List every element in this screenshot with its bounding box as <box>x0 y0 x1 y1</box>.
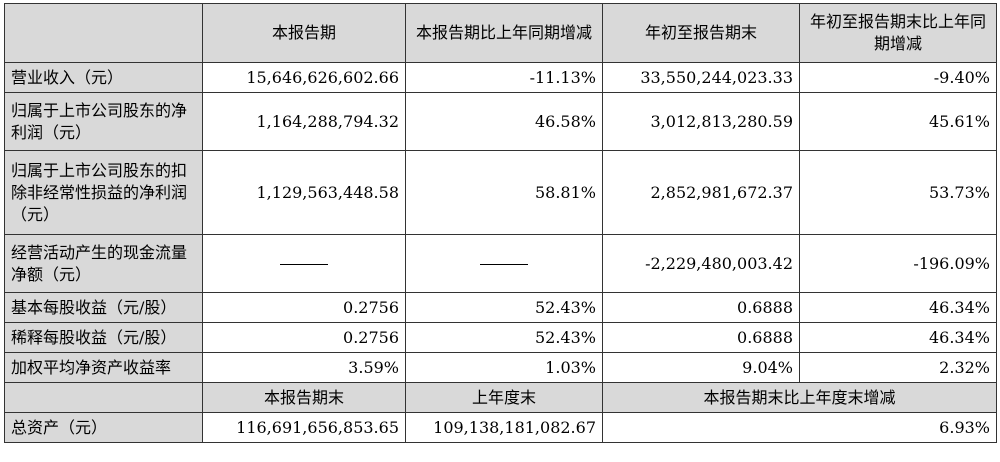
cell-not-applicable <box>202 234 406 293</box>
dash-mark <box>280 263 328 265</box>
cell-not-applicable <box>405 234 603 293</box>
header-current-period-yoy: 本报告期比上年同期增减 <box>405 3 603 63</box>
table-header-row-2: 本报告期末 上年度末 本报告期末比上年度末增减 <box>4 382 997 413</box>
cell-value: -11.13% <box>405 62 603 93</box>
cell-value: 46.58% <box>405 92 603 151</box>
financial-summary-table: 本报告期 本报告期比上年同期增减 年初至报告期末 年初至报告期末比上年同期增减 … <box>4 3 997 443</box>
header-ytd: 年初至报告期末 <box>602 3 800 63</box>
header-period-end: 本报告期末 <box>202 382 406 413</box>
table-row: 归属于上市公司股东的扣除非经常性损益的净利润（元） 1,129,563,448.… <box>4 150 997 235</box>
cell-value: 0.2756 <box>202 322 406 353</box>
header-prior-year-end: 上年度末 <box>405 382 603 413</box>
cell-value: 2.32% <box>799 352 997 383</box>
row-label: 稀释每股收益（元/股） <box>4 322 203 353</box>
cell-value: 0.6888 <box>602 322 800 353</box>
row-label: 基本每股收益（元/股） <box>4 292 203 323</box>
cell-value: 109,138,181,082.67 <box>405 412 603 443</box>
cell-value: 1.03% <box>405 352 603 383</box>
table-row: 经营活动产生的现金流量净额（元） -2,229,480,003.42 -196.… <box>4 234 997 293</box>
cell-value: -2,229,480,003.42 <box>602 234 800 293</box>
table-row: 归属于上市公司股东的净利润（元） 1,164,288,794.32 46.58%… <box>4 92 997 151</box>
row-label: 加权平均净资产收益率 <box>4 352 203 383</box>
table-row: 总资产（元） 116,691,656,853.65 109,138,181,08… <box>4 412 997 443</box>
header-corner-cell <box>4 382 203 413</box>
header-period-end-change: 本报告期末比上年度末增减 <box>602 382 997 413</box>
row-label: 经营活动产生的现金流量净额（元） <box>4 234 203 293</box>
cell-value: 3,012,813,280.59 <box>602 92 800 151</box>
row-label: 营业收入（元） <box>4 62 203 93</box>
cell-value: 3.59% <box>202 352 406 383</box>
cell-value: 52.43% <box>405 292 603 323</box>
cell-value: 116,691,656,853.65 <box>202 412 406 443</box>
header-ytd-yoy: 年初至报告期末比上年同期增减 <box>799 3 997 63</box>
cell-value: 0.6888 <box>602 292 800 323</box>
table-row: 稀释每股收益（元/股） 0.2756 52.43% 0.6888 46.34% <box>4 322 997 353</box>
cell-value: 1,129,563,448.58 <box>202 150 406 235</box>
header-corner-cell <box>4 3 203 63</box>
cell-value: 15,646,626,602.66 <box>202 62 406 93</box>
row-label: 归属于上市公司股东的扣除非经常性损益的净利润（元） <box>4 150 203 235</box>
cell-value: 0.2756 <box>202 292 406 323</box>
cell-value: -9.40% <box>799 62 997 93</box>
table-row: 营业收入（元） 15,646,626,602.66 -11.13% 33,550… <box>4 62 997 93</box>
table-row: 加权平均净资产收益率 3.59% 1.03% 9.04% 2.32% <box>4 352 997 383</box>
table-row: 基本每股收益（元/股） 0.2756 52.43% 0.6888 46.34% <box>4 292 997 323</box>
cell-value: 2,852,981,672.37 <box>602 150 800 235</box>
cell-value: 6.93% <box>602 412 997 443</box>
cell-value: 46.34% <box>799 322 997 353</box>
cell-value: 45.61% <box>799 92 997 151</box>
cell-value: 46.34% <box>799 292 997 323</box>
cell-value: 33,550,244,023.33 <box>602 62 800 93</box>
row-label: 归属于上市公司股东的净利润（元） <box>4 92 203 151</box>
cell-value: 58.81% <box>405 150 603 235</box>
cell-value: 9.04% <box>602 352 800 383</box>
cell-value: 1,164,288,794.32 <box>202 92 406 151</box>
cell-value: 52.43% <box>405 322 603 353</box>
header-current-period: 本报告期 <box>202 3 406 63</box>
table-header-row: 本报告期 本报告期比上年同期增减 年初至报告期末 年初至报告期末比上年同期增减 <box>4 3 997 63</box>
cell-value: 53.73% <box>799 150 997 235</box>
dash-mark <box>480 263 528 265</box>
row-label: 总资产（元） <box>4 412 203 443</box>
cell-value: -196.09% <box>799 234 997 293</box>
